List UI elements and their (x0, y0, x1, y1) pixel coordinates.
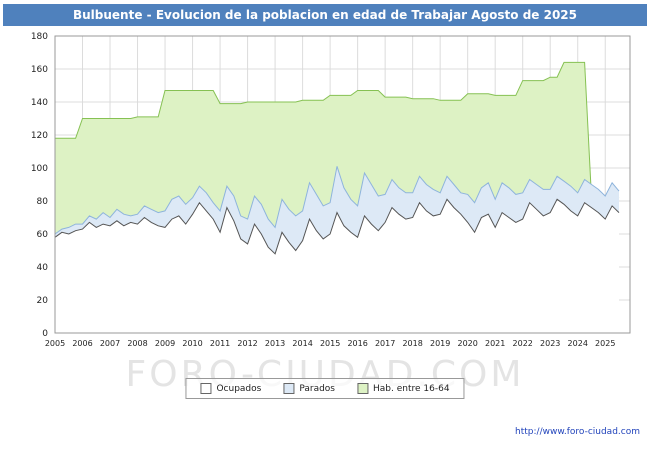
svg-text:2015: 2015 (320, 339, 340, 348)
legend-hab-16-64-label: Hab. entre 16-64 (373, 383, 450, 394)
legend-item-parados: Parados (283, 383, 335, 394)
svg-text:2016: 2016 (347, 339, 367, 348)
svg-text:2008: 2008 (127, 339, 147, 348)
legend-parados-swatch (283, 383, 295, 394)
svg-text:2011: 2011 (210, 339, 230, 348)
svg-text:2025: 2025 (595, 339, 615, 348)
svg-text:2018: 2018 (402, 339, 422, 348)
svg-text:120: 120 (31, 131, 48, 141)
title-bar: Bulbuente - Evolucion de la poblacion en… (3, 4, 647, 26)
footer-url[interactable]: http://www.foro-ciudad.com (515, 427, 640, 437)
svg-text:0: 0 (42, 329, 48, 339)
svg-text:80: 80 (37, 197, 49, 207)
legend-hab-16-64-swatch (357, 383, 368, 394)
legend-item-hab-16-64: Hab. entre 16-64 (357, 383, 450, 394)
series-ocupados (54, 198, 620, 333)
svg-text:160: 160 (31, 65, 48, 75)
chart-legend: Ocupados Parados Hab. entre 16-64 (185, 378, 465, 399)
svg-text:2007: 2007 (100, 339, 120, 348)
svg-text:2014: 2014 (292, 339, 312, 348)
svg-text:2005: 2005 (45, 339, 65, 348)
svg-text:2019: 2019 (430, 339, 450, 348)
svg-text:2009: 2009 (155, 339, 175, 348)
svg-text:2022: 2022 (513, 339, 533, 348)
legend-parados-label: Parados (299, 383, 335, 394)
svg-text:2010: 2010 (182, 339, 202, 348)
svg-text:2012: 2012 (237, 339, 257, 348)
svg-text:2017: 2017 (375, 339, 395, 348)
svg-text:40: 40 (37, 263, 49, 273)
svg-text:2020: 2020 (457, 339, 477, 348)
axis-labels: 0 20 40 60 80 100 120 140 160 180 2005 2006 2007 2008… (31, 32, 616, 348)
chart-title: Bulbuente - Evolucion de la poblacion en… (72, 8, 578, 22)
svg-text:2013: 2013 (265, 339, 285, 348)
legend-item-ocupados: Ocupados (200, 383, 261, 394)
svg-text:2021: 2021 (485, 339, 505, 348)
population-chart: 0 20 40 60 80 100 120 140 160 180 2005 2006 2007 2008… (31, 32, 631, 348)
svg-text:100: 100 (31, 164, 48, 174)
plot-border (54, 35, 631, 334)
svg-text:2024: 2024 (568, 339, 588, 348)
svg-text:140: 140 (31, 98, 48, 108)
svg-text:2006: 2006 (72, 339, 92, 348)
svg-text:2023: 2023 (540, 339, 560, 348)
legend-ocupados-label: Ocupados (216, 383, 262, 394)
legend-ocupados-swatch (200, 383, 212, 394)
svg-text:180: 180 (31, 32, 48, 42)
svg-text:20: 20 (37, 296, 49, 306)
svg-text:60: 60 (37, 230, 49, 240)
